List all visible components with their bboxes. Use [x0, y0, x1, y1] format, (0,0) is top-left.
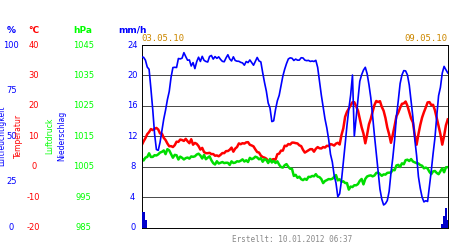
Text: 985: 985	[75, 223, 91, 232]
Text: 0: 0	[31, 162, 36, 171]
Text: hPa: hPa	[74, 26, 93, 35]
Text: 09.05.10: 09.05.10	[405, 34, 448, 43]
Text: 25: 25	[6, 178, 17, 186]
Bar	[447, 220, 449, 228]
Text: 4: 4	[130, 192, 135, 202]
Text: -20: -20	[27, 223, 40, 232]
Text: 1015: 1015	[73, 132, 94, 141]
Bar	[144, 220, 147, 228]
Text: Luftdruck: Luftdruck	[45, 118, 54, 154]
Text: 1025: 1025	[73, 101, 94, 110]
Text: Niederschlag: Niederschlag	[58, 111, 67, 162]
Text: -10: -10	[27, 192, 40, 202]
Text: 995: 995	[76, 192, 91, 202]
Bar	[443, 216, 445, 228]
Text: 03.05.10: 03.05.10	[142, 34, 185, 43]
Text: 20: 20	[28, 101, 39, 110]
Text: mm/h: mm/h	[118, 26, 147, 35]
Text: 8: 8	[130, 162, 135, 171]
Text: Temperatur: Temperatur	[14, 114, 22, 158]
Text: 1005: 1005	[73, 162, 94, 171]
Bar	[441, 224, 443, 228]
Text: 20: 20	[127, 71, 138, 80]
Bar	[445, 208, 447, 228]
Text: °C: °C	[28, 26, 39, 35]
Bar	[141, 216, 143, 228]
Text: 1035: 1035	[73, 71, 94, 80]
Bar	[143, 212, 145, 228]
Text: 40: 40	[28, 40, 39, 50]
Text: Luftfeuchtigkeit: Luftfeuchtigkeit	[0, 106, 6, 166]
Text: 24: 24	[127, 40, 138, 50]
Text: 16: 16	[127, 101, 138, 110]
Text: 50: 50	[6, 132, 17, 141]
Text: 12: 12	[127, 132, 138, 141]
Text: 100: 100	[4, 40, 19, 50]
Text: 0: 0	[9, 223, 14, 232]
Text: 1045: 1045	[73, 40, 94, 50]
Text: 75: 75	[6, 86, 17, 95]
Text: 10: 10	[28, 132, 39, 141]
Text: %: %	[7, 26, 16, 35]
Text: 0: 0	[130, 223, 135, 232]
Text: Erstellt: 10.01.2012 06:37: Erstellt: 10.01.2012 06:37	[232, 236, 353, 244]
Text: 30: 30	[28, 71, 39, 80]
